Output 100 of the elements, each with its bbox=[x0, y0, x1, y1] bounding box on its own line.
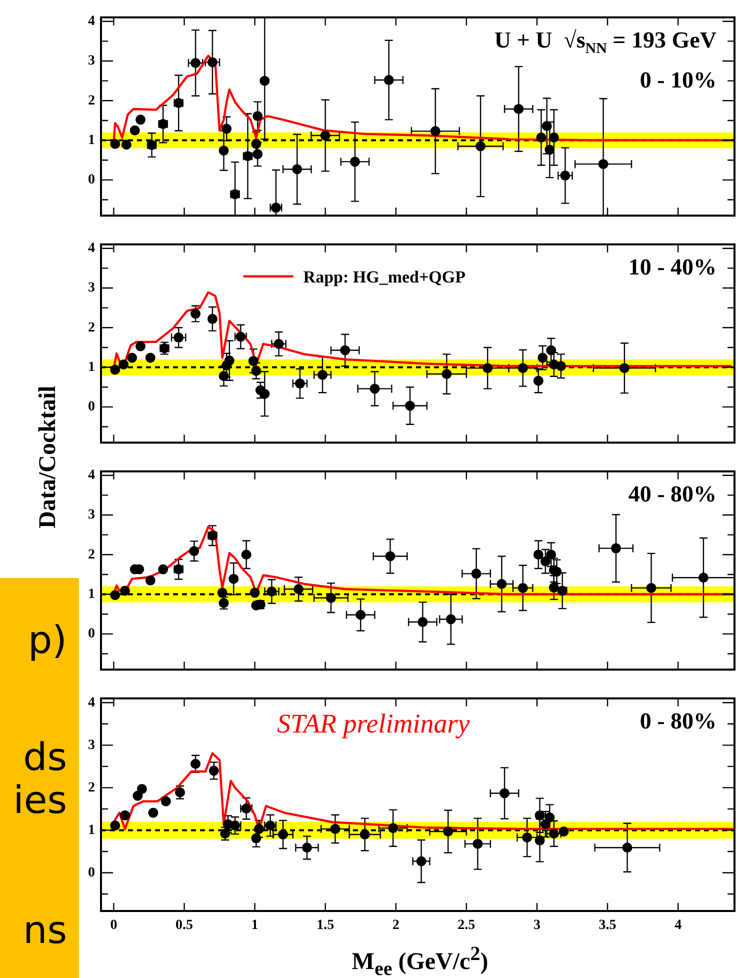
annotation: 0 - 80% bbox=[640, 708, 717, 734]
point bbox=[536, 132, 546, 143]
y-tick-label: 1 bbox=[88, 822, 95, 838]
point bbox=[534, 810, 545, 820]
point bbox=[548, 132, 559, 143]
x-tick-label: 4 bbox=[674, 918, 682, 934]
point bbox=[292, 164, 302, 174]
annotation: 10 - 40% bbox=[628, 254, 717, 280]
point bbox=[136, 784, 147, 794]
point bbox=[145, 575, 156, 586]
point bbox=[252, 111, 263, 122]
point bbox=[622, 842, 632, 853]
point bbox=[518, 363, 528, 374]
point bbox=[110, 590, 120, 600]
point bbox=[320, 130, 330, 141]
point bbox=[619, 363, 630, 374]
point bbox=[538, 352, 548, 363]
point bbox=[443, 826, 454, 836]
point bbox=[552, 566, 562, 577]
point bbox=[542, 121, 552, 132]
point bbox=[350, 156, 360, 167]
point bbox=[174, 332, 184, 343]
point bbox=[251, 138, 262, 149]
point bbox=[294, 378, 305, 389]
point bbox=[430, 126, 440, 136]
point bbox=[360, 829, 370, 840]
point bbox=[274, 338, 284, 349]
y-tick-label: 0 bbox=[88, 400, 95, 415]
point bbox=[130, 125, 140, 136]
point bbox=[121, 140, 132, 150]
point bbox=[110, 364, 120, 375]
point bbox=[120, 810, 130, 820]
y-tick-label: 1 bbox=[88, 586, 95, 602]
y-tick-label: 4 bbox=[88, 695, 95, 710]
text: p) bbox=[28, 618, 67, 662]
point bbox=[207, 57, 218, 68]
point bbox=[251, 833, 262, 844]
point bbox=[496, 578, 507, 589]
y-tick-label: 4 bbox=[88, 14, 95, 29]
point bbox=[370, 384, 380, 394]
y-tick-label: 0 bbox=[88, 172, 95, 188]
point bbox=[544, 812, 555, 822]
annotation: 0 - 10% bbox=[640, 67, 717, 92]
point bbox=[544, 144, 555, 155]
point bbox=[533, 550, 544, 560]
point bbox=[471, 568, 482, 579]
point bbox=[548, 582, 559, 593]
point bbox=[302, 842, 312, 853]
point bbox=[278, 829, 288, 840]
x-tick-label: 0.5 bbox=[175, 918, 193, 934]
y-tick-label: 3 bbox=[88, 54, 95, 69]
point bbox=[384, 75, 394, 86]
y-tick-label: 2 bbox=[88, 320, 95, 336]
point bbox=[248, 356, 258, 366]
x-tick-label: 1.5 bbox=[316, 918, 334, 934]
point bbox=[254, 824, 264, 834]
point bbox=[598, 159, 608, 170]
y-tick-label: 0 bbox=[88, 865, 95, 880]
point bbox=[540, 556, 550, 566]
point bbox=[158, 564, 168, 574]
point bbox=[250, 588, 260, 598]
point bbox=[404, 400, 415, 411]
point bbox=[558, 826, 569, 836]
point bbox=[534, 835, 545, 846]
y-tick-label: 4 bbox=[88, 240, 95, 256]
point bbox=[500, 788, 510, 798]
point bbox=[190, 758, 201, 769]
x-tick-label: 3.5 bbox=[598, 918, 616, 934]
y-tick-label: 3 bbox=[88, 280, 95, 296]
point bbox=[610, 543, 621, 554]
x-axis-title: M$_{ee}$ (GeV/c$^{2}$) bbox=[350, 943, 490, 978]
point bbox=[145, 352, 156, 363]
y-tick-label: 1 bbox=[88, 132, 95, 148]
point bbox=[224, 356, 234, 366]
point bbox=[190, 308, 201, 319]
point bbox=[446, 614, 456, 624]
point bbox=[340, 345, 350, 356]
legend-label: Rapp: HG_med+QGP bbox=[303, 267, 466, 286]
point bbox=[120, 586, 130, 596]
point bbox=[252, 149, 263, 160]
point bbox=[218, 371, 229, 382]
point bbox=[208, 766, 219, 776]
y-tick-label: 4 bbox=[88, 468, 95, 483]
point bbox=[546, 345, 556, 356]
text: ds bbox=[23, 735, 67, 779]
point bbox=[260, 76, 270, 86]
x-tick-label: 2 bbox=[392, 918, 400, 934]
point bbox=[698, 572, 708, 583]
point bbox=[518, 582, 528, 593]
point bbox=[217, 588, 228, 598]
point bbox=[482, 363, 493, 374]
y-tick-label: 2 bbox=[88, 780, 95, 796]
point bbox=[127, 352, 138, 363]
point bbox=[228, 574, 239, 584]
point bbox=[136, 341, 146, 352]
point bbox=[388, 823, 398, 834]
point bbox=[136, 114, 146, 125]
point bbox=[533, 376, 544, 386]
point bbox=[218, 146, 229, 156]
point bbox=[260, 388, 270, 399]
